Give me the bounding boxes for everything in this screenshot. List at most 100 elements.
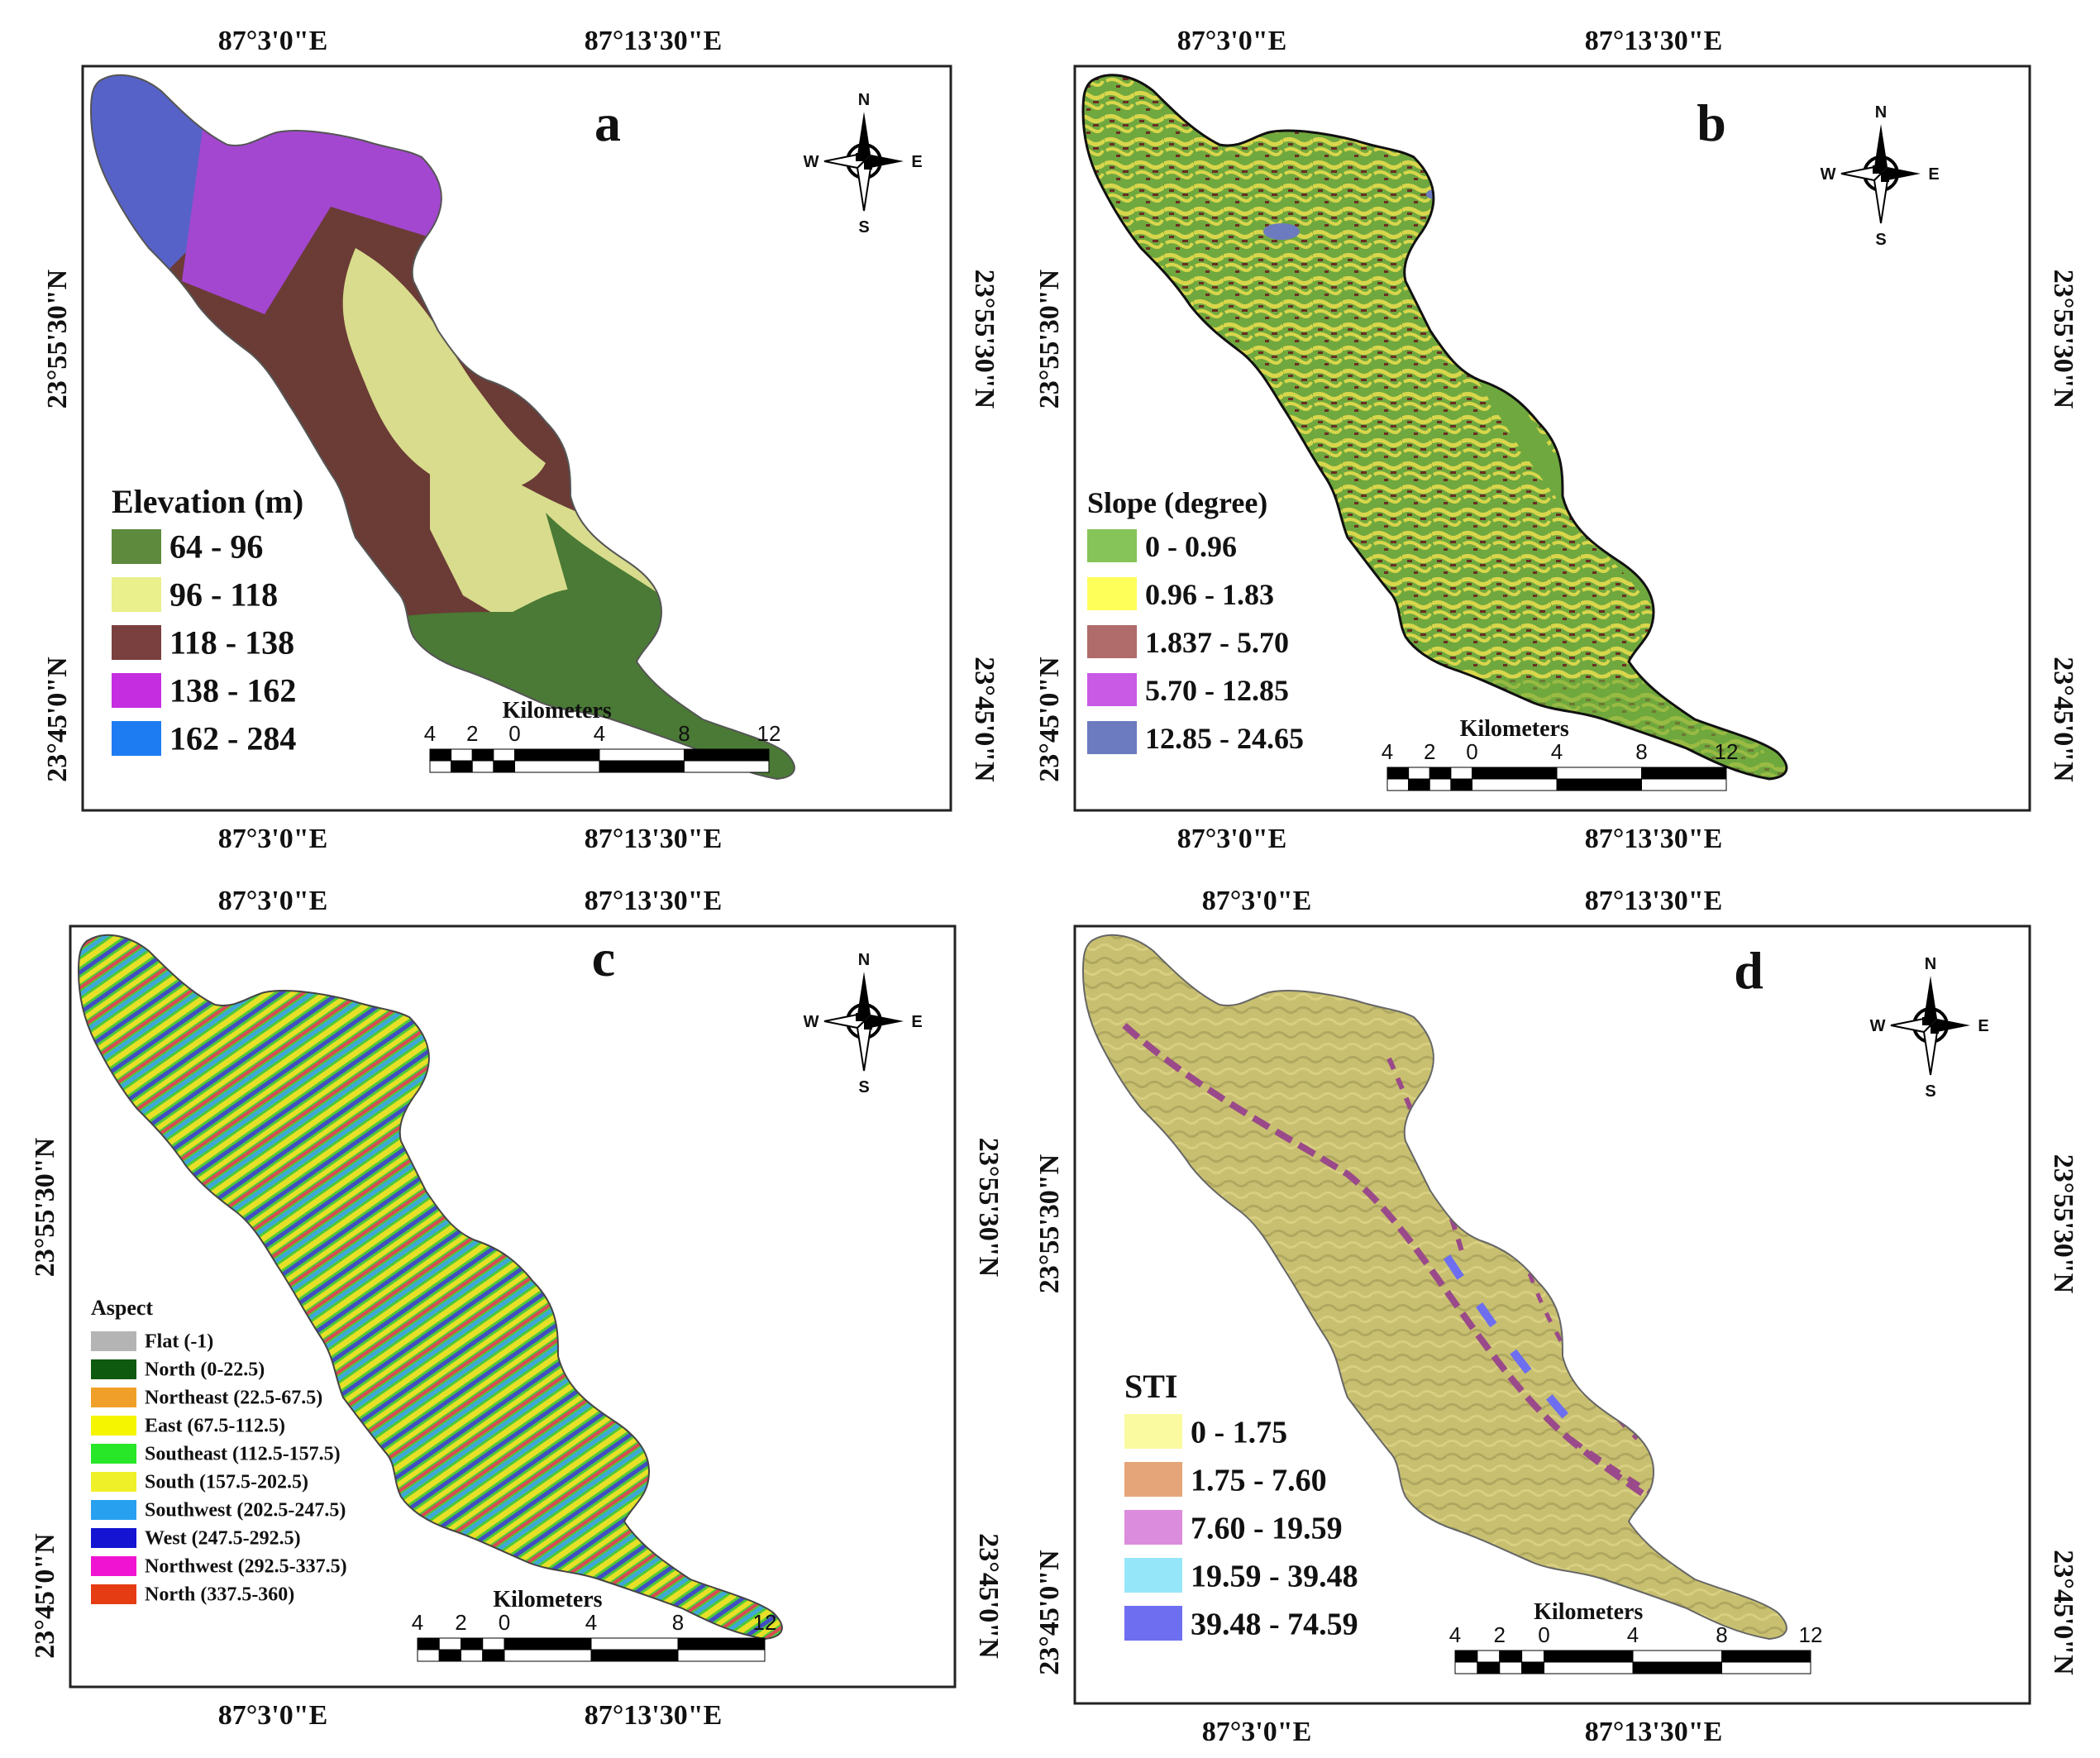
scale-tick-label: 8 [1716, 1622, 1727, 1647]
scale-segment [590, 1649, 679, 1662]
legend-label: South (157.5-202.5) [145, 1472, 308, 1493]
scale-segment [514, 748, 600, 762]
scale-segment [1521, 1661, 1544, 1674]
lat-right-1: 23°55'30"N [969, 270, 1000, 409]
scale-tick-label: 12 [1715, 739, 1739, 764]
lon-top-2: 87°13'30"E [585, 886, 723, 916]
scale-segment [590, 1637, 679, 1651]
compass-letter: E [1978, 1017, 1988, 1035]
panel-b: 87°3'0"E 87°13'30"E 87°3'0"E 87°13'30"E … [1034, 26, 2079, 854]
lat-left-2: 23°45'0"N [1034, 1550, 1065, 1675]
scale-tick-label: 12 [753, 1610, 777, 1635]
legend-swatch [91, 1472, 136, 1492]
legend-title: Slope (degree) [1087, 486, 1267, 519]
lat-right-1: 23°55'30"N [973, 1138, 1004, 1278]
lat-left-1: 23°55'30"N [1034, 269, 1065, 408]
compass-rose: N S W E [804, 951, 923, 1096]
legend-swatch [1124, 1414, 1182, 1449]
scale-tick-label: 4 [1449, 1622, 1461, 1647]
legend-label: 0.96 - 1.83 [1145, 578, 1274, 611]
legend-label: Southwest (202.5-247.5) [145, 1500, 346, 1522]
scale-segment [1408, 767, 1430, 780]
scale-segment [504, 1637, 592, 1651]
legend-title: STI [1124, 1368, 1178, 1405]
compass-center [856, 153, 864, 161]
scale-segment [1429, 767, 1452, 780]
legend-swatch [1087, 577, 1137, 610]
compass-letter: S [858, 1078, 869, 1096]
scale-segment [1386, 778, 1410, 791]
legend-label: Southeast (112.5-157.5) [145, 1444, 341, 1465]
scale-segment [1477, 1661, 1501, 1674]
scale-tick-label: 8 [672, 1610, 684, 1635]
legend-swatch [91, 1416, 136, 1436]
compass-letter: W [1821, 165, 1836, 184]
scale-segment [1499, 1661, 1523, 1674]
scale-segment [677, 1637, 766, 1651]
scale-tick-label: 4 [1382, 739, 1393, 764]
legend-label: 7.60 - 19.59 [1191, 1511, 1343, 1545]
scale-tick-label: 0 [1466, 739, 1477, 764]
compass-letter: E [911, 1013, 922, 1031]
legend-label: Northwest (292.5-337.5) [145, 1556, 347, 1578]
scale-segment [461, 1649, 484, 1662]
lat-right-1: 23°55'30"N [2048, 270, 2079, 409]
scale-tick-label: 2 [1494, 1622, 1506, 1647]
legend-swatch [1124, 1510, 1182, 1545]
legend-title: Aspect [91, 1296, 153, 1320]
lat-right-2: 23°45'0"N [2048, 657, 2079, 782]
lat-right-1: 23°55'30"N [2048, 1154, 2079, 1294]
scale-segment [504, 1649, 592, 1662]
legend-swatch [1087, 625, 1137, 658]
panel-label: b [1697, 93, 1726, 152]
legend-label: 0 - 1.75 [1191, 1415, 1287, 1450]
lat-left-2: 23°45'0"N [42, 657, 73, 782]
scale-segment [1499, 1650, 1523, 1663]
scale-segment [461, 1637, 484, 1651]
lon-bottom-1: 87°3'0"E [218, 1700, 328, 1731]
scale-segment [493, 748, 515, 762]
scale-title: Kilometers [1534, 1599, 1643, 1625]
lon-bottom-1: 87°3'0"E [218, 824, 328, 854]
scale-segment [677, 1649, 766, 1662]
legend-label: 64 - 96 [169, 528, 263, 565]
scale-segment [599, 760, 685, 773]
legend-label: 1.75 - 7.60 [1191, 1463, 1327, 1498]
legend-swatch [91, 1528, 136, 1548]
lon-top-1: 87°3'0"E [218, 26, 328, 56]
scale-segment [417, 1649, 440, 1662]
lon-top-1: 87°3'0"E [218, 886, 328, 916]
lon-top-1: 87°3'0"E [1177, 26, 1287, 56]
compass-needle [1924, 976, 1937, 1025]
scale-segment [1556, 778, 1642, 791]
lon-bottom-1: 87°3'0"E [1177, 824, 1287, 854]
panel-label: a [594, 93, 621, 152]
scale-tick-label: 4 [594, 721, 605, 746]
scale-segment [1641, 767, 1727, 780]
scale-tick-label: 12 [757, 721, 781, 746]
legend-swatch [91, 1500, 136, 1520]
legend-label: East (67.5-112.5) [145, 1416, 285, 1437]
legend-swatch [1087, 721, 1137, 754]
lon-bottom-2: 87°13'30"E [1585, 1717, 1723, 1747]
scale-segment [417, 1637, 440, 1651]
scale-tick-label: 4 [1627, 1622, 1639, 1647]
compass-needle [1881, 167, 1921, 180]
legend-swatch [112, 577, 161, 612]
lon-top-2: 87°13'30"E [1585, 26, 1723, 56]
scale-segment [684, 760, 770, 773]
scale-segment [429, 760, 452, 773]
scale-segment [1544, 1650, 1634, 1663]
panel-a: 87°3'0"E 87°13'30"E 87°3'0"E 87°13'30"E … [42, 26, 1000, 854]
legend-swatch [91, 1331, 136, 1351]
scale-segment [438, 1637, 461, 1651]
scale-segment [1472, 778, 1558, 791]
compass-letter: N [1925, 955, 1936, 973]
scale-segment [1544, 1661, 1634, 1674]
scale-tick-label: 2 [466, 721, 478, 746]
legend-swatch [112, 673, 161, 708]
compass-needle [1874, 124, 1888, 174]
legend-label: North (337.5-360) [145, 1584, 294, 1606]
legend-swatch [91, 1359, 136, 1379]
